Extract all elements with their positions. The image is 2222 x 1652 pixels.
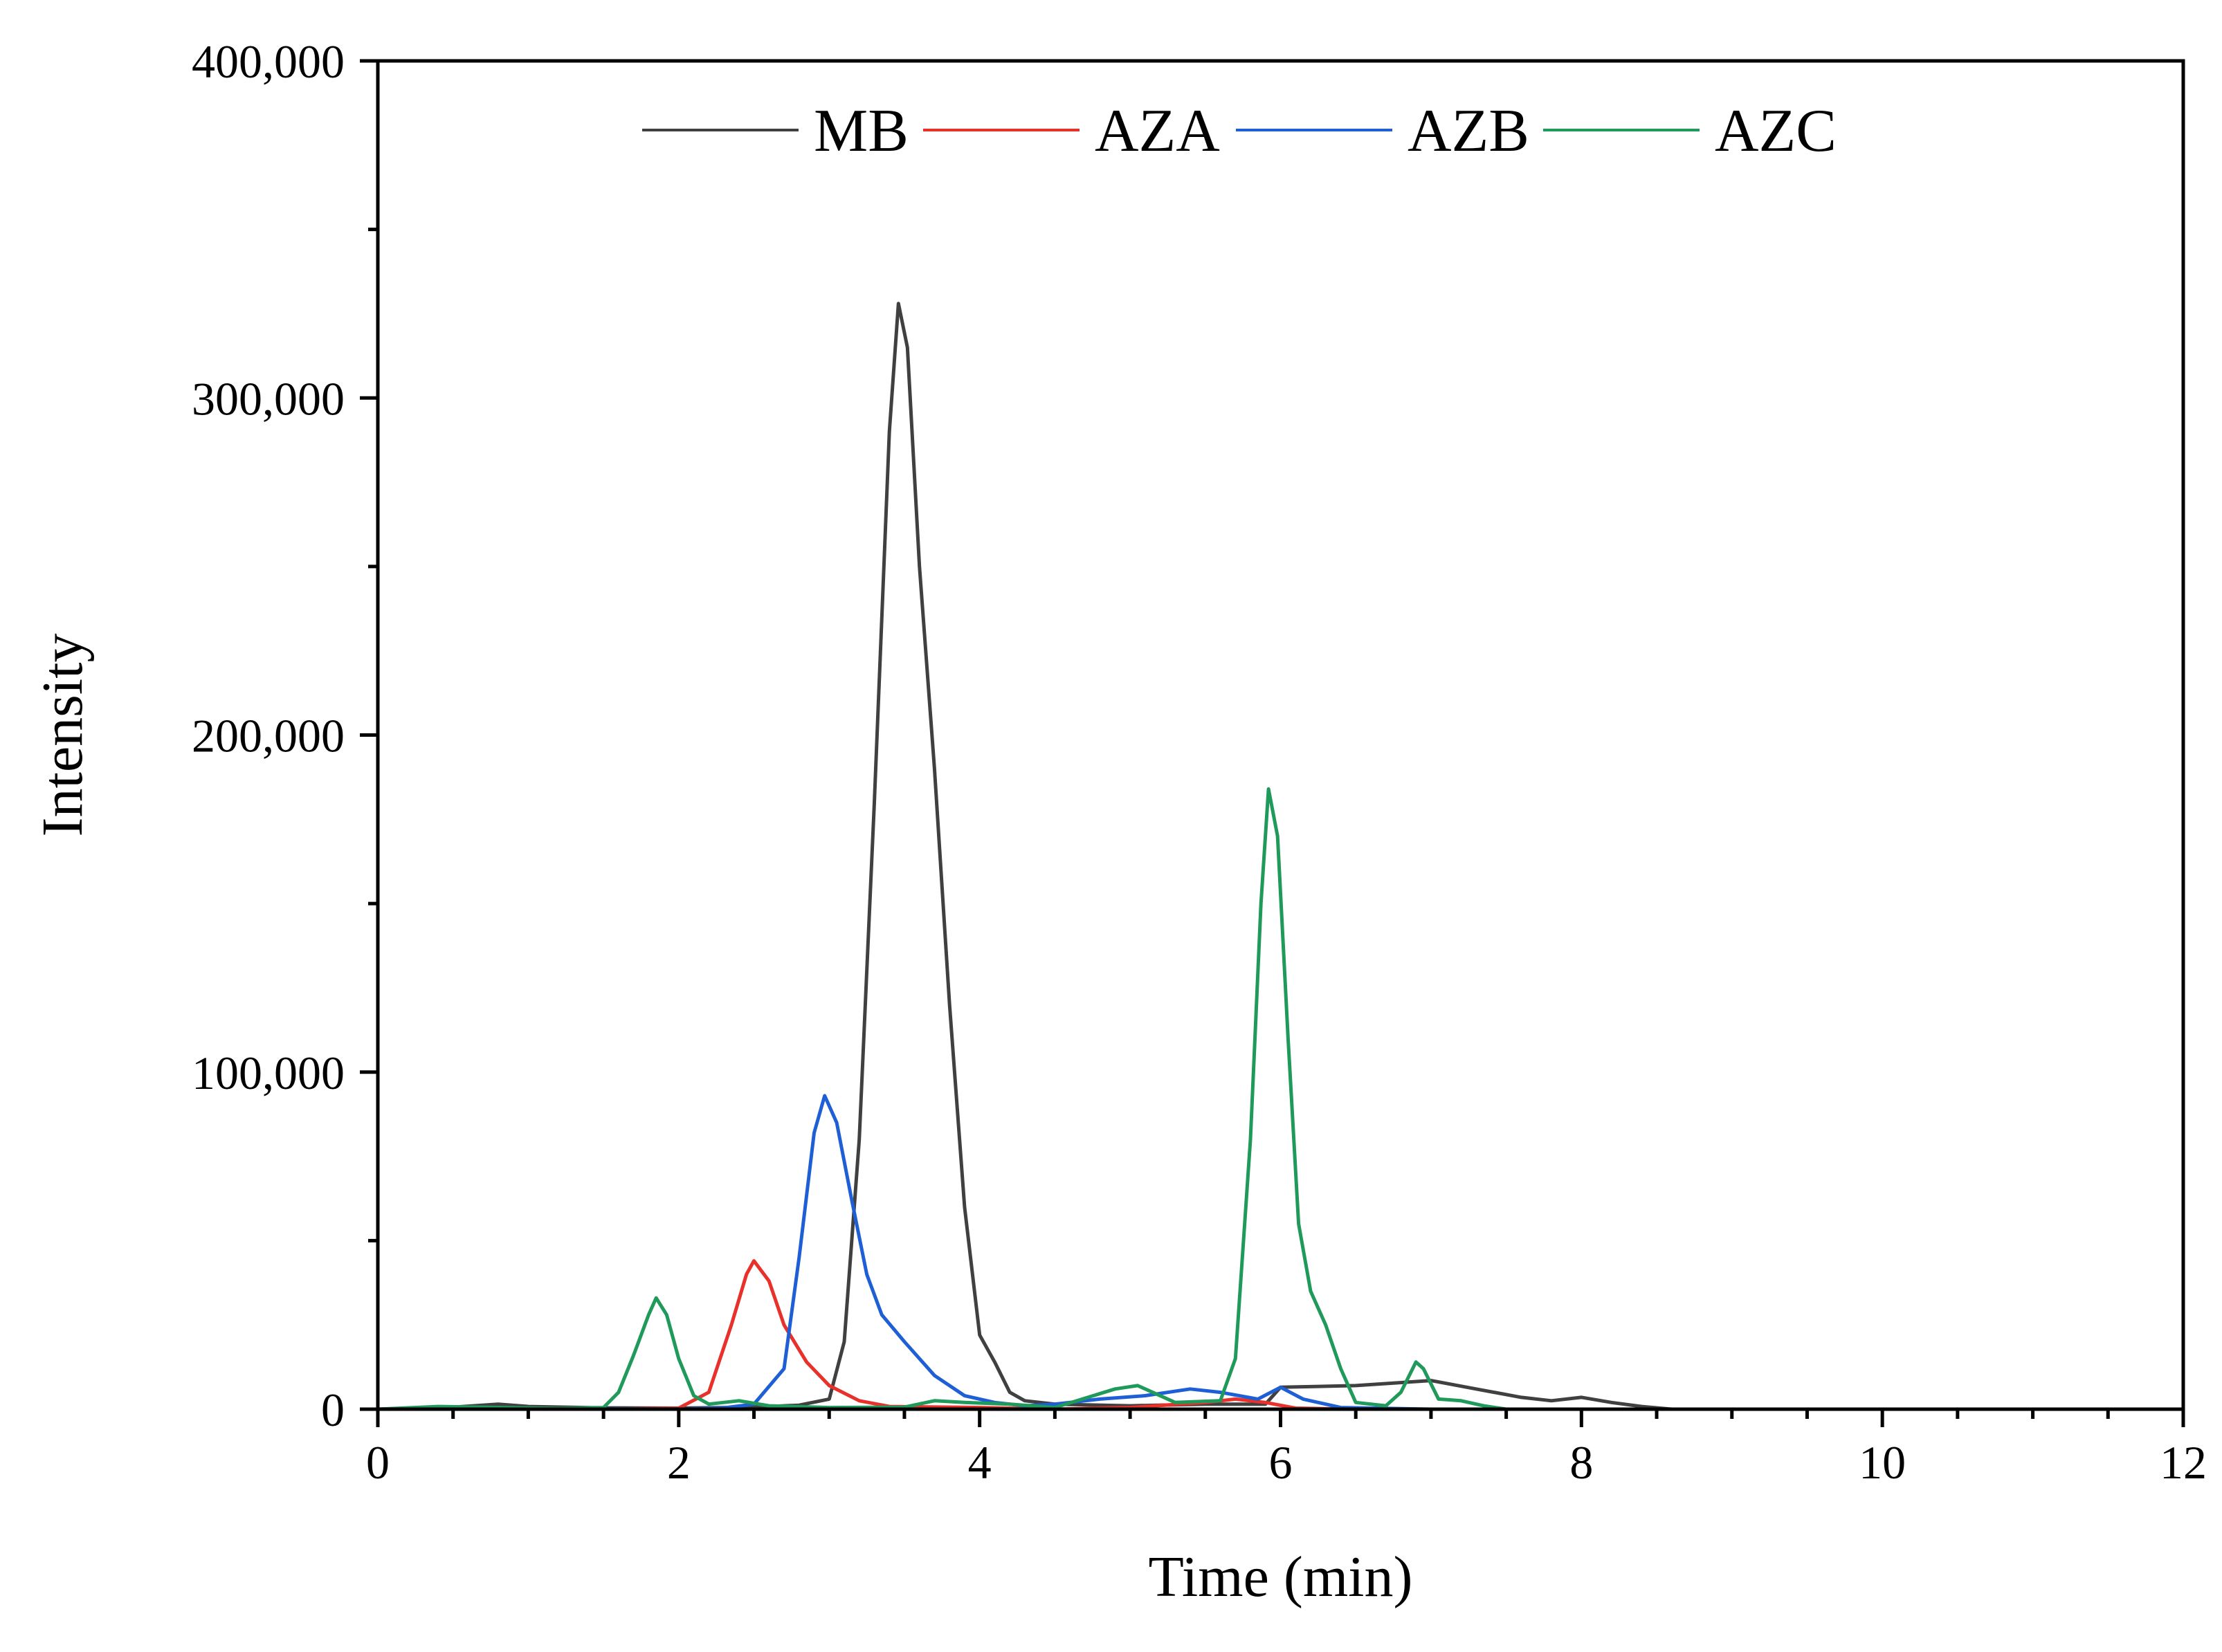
legend-label-azb: AZB [1408,98,1529,165]
legend: MB AZA AZB AZC [642,98,1837,165]
x-tick-label: 6 [1269,1436,1293,1489]
x-axis-title: Time (min) [1149,1545,1413,1609]
y-tick-label: 100,000 [192,1047,345,1099]
y-axis: 0 100,000 200,000 300,000 400,000 [192,35,378,1436]
x-axis: 0 2 4 6 8 10 12 [366,1409,2207,1489]
y-tick-label: 0 [321,1384,345,1436]
x-tick-label: 2 [667,1436,691,1489]
y-tick-label: 300,000 [192,372,345,425]
legend-label-aza: AZA [1095,98,1220,165]
x-tick-label: 12 [2160,1436,2207,1489]
y-tick-label: 200,000 [192,710,345,762]
series-layer [377,302,2183,1411]
legend-label-azc: AZC [1715,98,1837,165]
x-tick-label: 10 [1859,1436,1906,1489]
series-line-aza [378,1259,2183,1411]
x-tick-label: 0 [366,1436,390,1489]
y-tick-label: 400,000 [192,35,345,88]
series-line-mb [377,302,2183,1411]
x-tick-label: 4 [968,1436,992,1489]
series-line-azc [377,787,2183,1411]
legend-label-mb: MB [814,98,909,165]
series-line-azb [377,1094,2183,1411]
x-tick-label: 8 [1569,1436,1593,1489]
y-axis-title: Intensity [30,634,95,837]
